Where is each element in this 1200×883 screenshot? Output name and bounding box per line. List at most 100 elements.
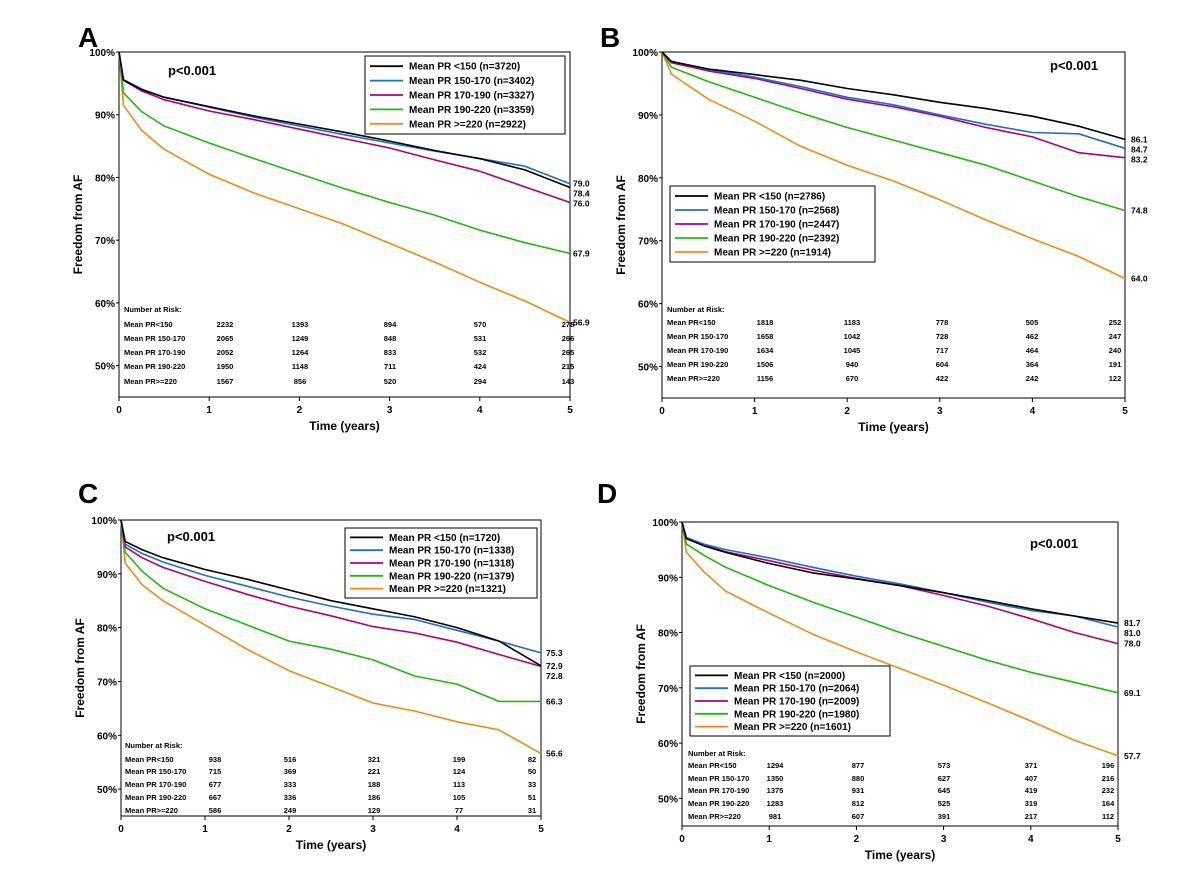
- risk-row-label: Mean PR 190-220: [124, 362, 185, 371]
- risk-value: 1249: [292, 334, 309, 343]
- risk-row-label: Mean PR<150: [667, 318, 716, 327]
- y-axis-label: Freedom from AF: [614, 175, 628, 275]
- legend-entry: Mean PR 190-220 (n=1980): [734, 709, 859, 720]
- y-tick-label: 70%: [658, 684, 678, 695]
- risk-value: 856: [294, 377, 307, 386]
- risk-value: 1506: [757, 360, 774, 369]
- legend-entry: Mean PR <150 (n=2000): [734, 671, 845, 682]
- risk-value: 931: [852, 786, 865, 795]
- risk-value: 1567: [217, 377, 234, 386]
- risk-value: 1350: [767, 774, 784, 783]
- risk-value: 520: [384, 377, 397, 386]
- risk-value: 464: [1026, 346, 1039, 355]
- risk-value: 570: [474, 320, 487, 329]
- p-value: p<0.001: [167, 529, 215, 544]
- risk-value: 369: [284, 767, 297, 776]
- y-axis-label: Freedom from AF: [71, 175, 85, 275]
- risk-value: 371: [1025, 761, 1038, 770]
- y-tick-label: 60%: [95, 299, 115, 310]
- legend-entry: Mean PR 170-190 (n=2009): [734, 697, 859, 708]
- risk-value: 217: [1025, 812, 1038, 821]
- risk-value: 113: [453, 780, 465, 789]
- risk-value: 1183: [844, 318, 860, 327]
- risk-value: 31: [528, 806, 536, 815]
- end-value-label: 56.9: [573, 317, 590, 327]
- y-axis-label: Freedom from AF: [73, 618, 87, 718]
- panel-c: C 50% 60% 70% 80% 90% 100% 0 1 2 3 4 5 Time (years) Fr…: [73, 478, 563, 852]
- risk-value: 364: [1026, 360, 1039, 369]
- curve-r150_170: [681, 521, 1119, 628]
- curve-r190_220: [681, 521, 1119, 694]
- risk-value: 191: [1109, 360, 1122, 369]
- risk-value: 422: [936, 374, 949, 383]
- end-value-label: 78.4: [573, 189, 590, 199]
- risk-value: 531: [474, 334, 487, 343]
- y-tick-label: 80%: [97, 624, 117, 635]
- risk-row-label: Mean PR 170-190: [124, 348, 185, 357]
- risk-value: 532: [474, 348, 487, 357]
- curve-r170_190: [661, 51, 1126, 159]
- risk-value: 607: [852, 812, 865, 821]
- risk-value: 333: [284, 780, 297, 789]
- risk-row-label: Mean PR>=220: [125, 806, 178, 815]
- risk-value: 711: [384, 362, 396, 371]
- curve-ge220: [661, 51, 1126, 280]
- risk-value: 50: [528, 767, 536, 776]
- x-tick-label: 0: [679, 834, 685, 845]
- x-axis-label: Time (years): [309, 419, 379, 433]
- legend-entry: Mean PR 190-220 (n=2392): [714, 234, 839, 245]
- curve-r150_170: [120, 519, 542, 654]
- end-value-label: 67.9: [573, 248, 590, 258]
- risk-value: 232: [1102, 786, 1115, 795]
- risk-value: 215: [562, 362, 575, 371]
- y-tick-label: 80%: [658, 629, 678, 640]
- x-tick-label: 4: [477, 405, 483, 416]
- risk-value: 2232: [217, 320, 234, 329]
- legend-entry: Mean PR 190-220 (n=3359): [409, 105, 534, 116]
- risk-value: 778: [936, 318, 949, 327]
- legend-entry: Mean PR <150 (n=1720): [389, 533, 500, 544]
- curve-r190_220: [661, 51, 1126, 212]
- y-tick-label: 100%: [91, 516, 117, 527]
- risk-value: 336: [284, 793, 297, 802]
- y-tick-label: 50%: [638, 363, 658, 374]
- risk-value: 505: [1026, 318, 1039, 327]
- x-tick-label: 4: [1028, 834, 1034, 845]
- risk-value: 981: [769, 812, 782, 821]
- y-tick-label: 70%: [638, 237, 658, 248]
- risk-value: 833: [384, 348, 397, 357]
- risk-value: 848: [384, 334, 397, 343]
- y-tick-label: 50%: [95, 362, 115, 373]
- risk-value: 2052: [217, 348, 234, 357]
- risk-row-label: Mean PR 170-190: [688, 786, 749, 795]
- risk-value: 1148: [292, 362, 308, 371]
- x-tick-label: 2: [286, 824, 292, 835]
- risk-value: 105: [453, 793, 466, 802]
- risk-value: 525: [938, 799, 951, 808]
- risk-value: 186: [368, 793, 381, 802]
- curve-r170_190: [118, 51, 571, 204]
- legend-entry: Mean PR >=220 (n=2922): [409, 119, 526, 130]
- risk-table: Number at Risk: Mean PR<150 1294 877 573 371 1…: [688, 749, 1115, 821]
- risk-value: 164: [1102, 799, 1115, 808]
- legend: Mean PR <150 (n=2786) Mean PR 150-170 (n=…: [669, 185, 876, 263]
- risk-row-label: Mean PR>=220: [667, 374, 720, 383]
- legend-entry: Mean PR 150-170 (n=1338): [389, 546, 514, 557]
- risk-value: 199: [453, 755, 466, 764]
- risk-row-label: Mean PR 170-190: [125, 780, 186, 789]
- legend-entry: Mean PR 190-220 (n=1379): [389, 571, 514, 582]
- risk-table-title: Number at Risk:: [688, 749, 746, 758]
- curve-r170_190: [120, 519, 542, 668]
- risk-value: 51: [528, 793, 536, 802]
- risk-value: 129: [368, 806, 381, 815]
- x-tick-label: 0: [118, 824, 124, 835]
- x-tick-label: 5: [567, 405, 573, 416]
- x-tick-label: 5: [1115, 834, 1121, 845]
- risk-value: 294: [474, 377, 487, 386]
- risk-value: 715: [209, 767, 222, 776]
- y-tick-label: 90%: [658, 573, 678, 584]
- y-tick-label: 90%: [638, 111, 658, 122]
- risk-value: 1294: [767, 761, 785, 770]
- end-value-label: 81.0: [1124, 628, 1141, 638]
